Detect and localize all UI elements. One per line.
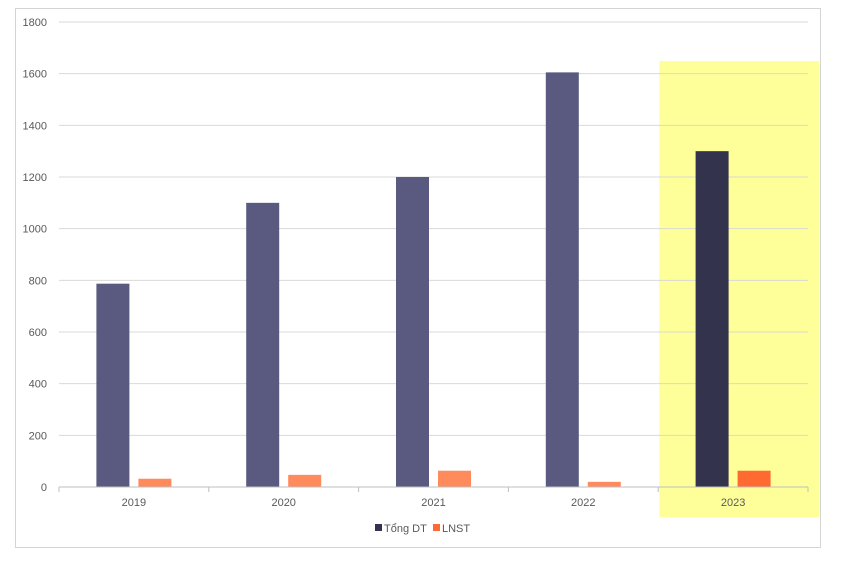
- x-tick-label-2023: 2023: [721, 497, 745, 509]
- bar-tong-dt-2019: [96, 283, 130, 487]
- bar-lnst-2022: [587, 481, 621, 487]
- x-tick-label-2022: 2022: [571, 497, 595, 509]
- y-tick-label-1800: 1800: [23, 17, 47, 29]
- legend-marker-lnst: [433, 524, 440, 531]
- x-tick-label-2020: 2020: [271, 497, 295, 509]
- y-tick-label-800: 800: [29, 275, 47, 287]
- bar-tong-dt-2022: [545, 72, 579, 487]
- y-tick-label-1000: 1000: [23, 224, 47, 236]
- y-tick-label-200: 200: [29, 430, 47, 442]
- y-tick-label-400: 400: [29, 379, 47, 391]
- legend-marker-tong-dt: [375, 524, 382, 531]
- x-tick-label-2019: 2019: [122, 497, 146, 509]
- y-tick-label-600: 600: [29, 327, 47, 339]
- bar-lnst-2020: [288, 474, 322, 487]
- highlight-band-2023: [659, 61, 819, 517]
- y-tick-label-1200: 1200: [23, 172, 47, 184]
- legend-label-tong-dt: Tổng DT: [384, 523, 427, 535]
- legend-label-lnst: LNST: [442, 523, 470, 535]
- bar-tong-dt-2023: [695, 151, 729, 487]
- y-tick-label-0: 0: [41, 482, 47, 494]
- x-tick-label-2021: 2021: [421, 497, 445, 509]
- bar-tong-dt-2020: [246, 202, 280, 488]
- y-tick-label-1400: 1400: [23, 120, 47, 132]
- y-tick-label-1600: 1600: [23, 69, 47, 81]
- bar-tong-dt-2021: [396, 177, 429, 487]
- bar-lnst-2023: [737, 470, 771, 487]
- bar-lnst-2021: [438, 470, 471, 487]
- bar-lnst-2019: [138, 478, 172, 487]
